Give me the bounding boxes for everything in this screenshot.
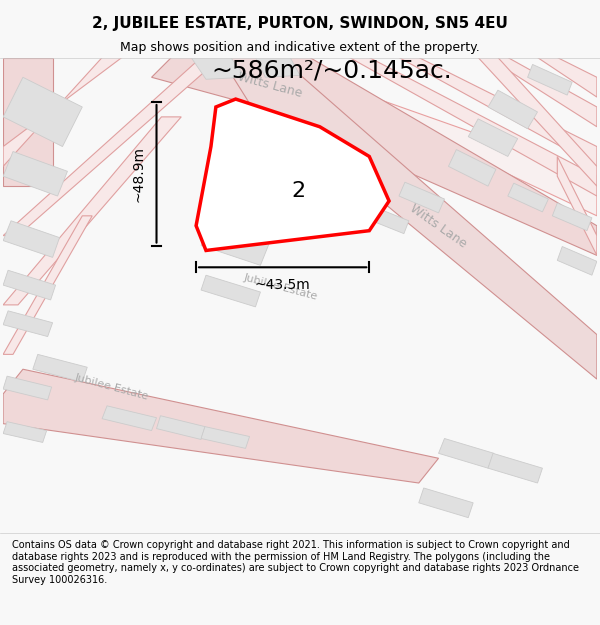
Polygon shape [508, 183, 548, 212]
Polygon shape [478, 58, 597, 186]
Text: Jubilee Estate: Jubilee Estate [242, 272, 318, 302]
Polygon shape [3, 58, 53, 186]
Polygon shape [157, 416, 205, 439]
Polygon shape [399, 58, 597, 166]
Text: 2: 2 [292, 181, 306, 201]
Polygon shape [3, 422, 47, 442]
Polygon shape [3, 369, 439, 483]
Polygon shape [3, 58, 122, 166]
Text: Jubilee Estate: Jubilee Estate [74, 372, 150, 402]
Polygon shape [3, 376, 52, 400]
Polygon shape [419, 488, 473, 518]
Text: Witts Lane: Witts Lane [236, 71, 304, 100]
Polygon shape [33, 354, 87, 382]
Polygon shape [448, 149, 496, 186]
Text: ~586m²/~0.145ac.: ~586m²/~0.145ac. [211, 58, 452, 82]
Polygon shape [3, 58, 221, 236]
Polygon shape [349, 58, 597, 196]
Text: 2, JUBILEE ESTATE, PURTON, SWINDON, SN5 4EU: 2, JUBILEE ESTATE, PURTON, SWINDON, SN5 … [92, 16, 508, 31]
Polygon shape [557, 156, 597, 256]
Polygon shape [201, 427, 250, 448]
Text: Contains OS data © Crown copyright and database right 2021. This information is : Contains OS data © Crown copyright and d… [12, 540, 579, 585]
Text: ~43.5m: ~43.5m [255, 278, 311, 292]
Polygon shape [468, 119, 518, 156]
Polygon shape [221, 58, 597, 379]
Polygon shape [488, 58, 597, 127]
Polygon shape [488, 90, 538, 129]
Polygon shape [3, 216, 92, 354]
Polygon shape [152, 58, 597, 256]
Polygon shape [369, 207, 409, 234]
Polygon shape [3, 221, 59, 258]
Polygon shape [3, 151, 67, 196]
Polygon shape [439, 439, 494, 468]
Polygon shape [256, 58, 300, 78]
Polygon shape [102, 406, 157, 431]
Polygon shape [557, 246, 597, 275]
Polygon shape [553, 203, 592, 231]
Polygon shape [3, 78, 82, 146]
Polygon shape [3, 117, 181, 305]
Polygon shape [527, 64, 572, 95]
Polygon shape [3, 311, 53, 336]
Polygon shape [191, 58, 245, 79]
Polygon shape [488, 453, 542, 483]
Polygon shape [538, 58, 597, 97]
Text: Map shows position and indicative extent of the property.: Map shows position and indicative extent… [120, 41, 480, 54]
Text: ~48.9m: ~48.9m [131, 146, 146, 202]
Polygon shape [201, 221, 271, 265]
Text: Witts Lane: Witts Lane [407, 201, 469, 250]
Polygon shape [196, 99, 389, 251]
Polygon shape [161, 58, 597, 216]
Polygon shape [3, 270, 56, 300]
Polygon shape [201, 275, 260, 307]
Polygon shape [399, 182, 445, 213]
